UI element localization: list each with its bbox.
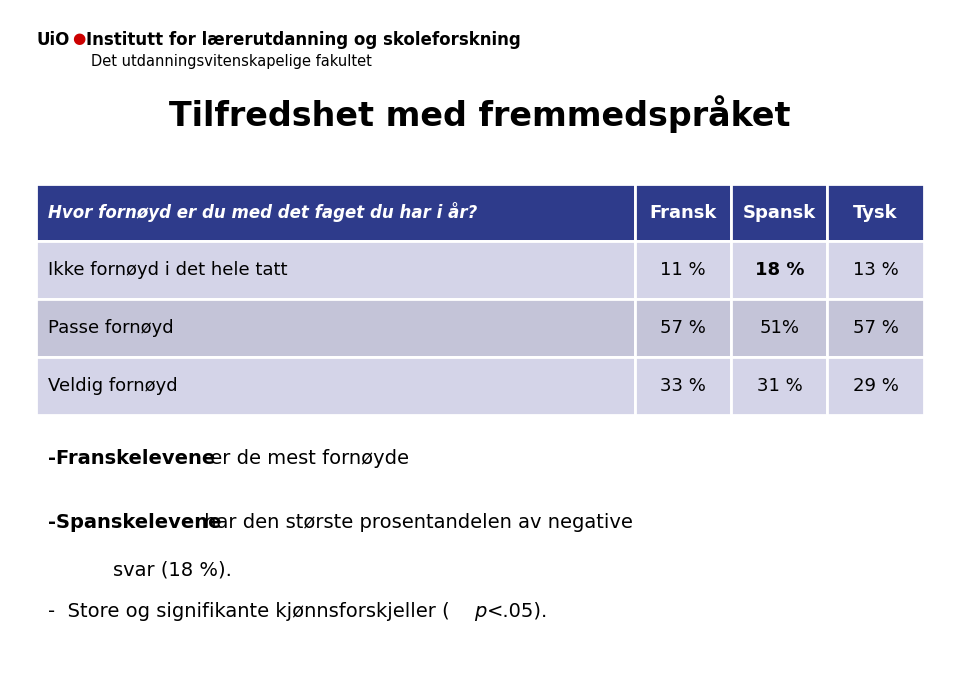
Text: svar (18 %).: svar (18 %). <box>113 561 232 580</box>
Text: 31 %: 31 % <box>756 377 803 395</box>
Text: 33 %: 33 % <box>660 377 707 395</box>
Bar <box>36 241 636 299</box>
Bar <box>36 184 636 241</box>
Text: er de mest fornøyde: er de mest fornøyde <box>204 449 410 468</box>
Text: Hvor fornøyd er du med det faget du har i år?: Hvor fornøyd er du med det faget du har … <box>48 203 477 222</box>
Bar <box>828 184 924 241</box>
Bar <box>732 241 828 299</box>
Text: Tysk: Tysk <box>853 203 898 222</box>
Text: <.05).: <.05). <box>487 602 548 621</box>
Text: 11 %: 11 % <box>660 261 707 279</box>
Bar <box>636 299 732 357</box>
Text: -  Store og signifikante kjønnsforskjeller (: - Store og signifikante kjønnsforskjelle… <box>48 602 449 621</box>
Text: Ikke fornøyd i det hele tatt: Ikke fornøyd i det hele tatt <box>48 261 287 279</box>
Bar <box>636 357 732 415</box>
Text: -Franskelevene: -Franskelevene <box>48 449 215 468</box>
Bar <box>636 184 732 241</box>
Text: Fransk: Fransk <box>650 203 717 222</box>
Text: 18 %: 18 % <box>755 261 804 279</box>
Text: 13 %: 13 % <box>852 261 899 279</box>
Bar <box>732 299 828 357</box>
Text: Spansk: Spansk <box>743 203 816 222</box>
Text: Institutt for lærerutdanning og skoleforskning: Institutt for lærerutdanning og skolefor… <box>86 31 521 48</box>
Text: Det utdanningsvitenskapelige fakultet: Det utdanningsvitenskapelige fakultet <box>91 54 372 69</box>
Text: ●: ● <box>72 31 85 46</box>
Bar <box>828 299 924 357</box>
Text: p: p <box>474 602 487 621</box>
Bar <box>828 241 924 299</box>
Text: 51%: 51% <box>759 319 800 337</box>
Text: Veldig fornøyd: Veldig fornøyd <box>48 377 178 395</box>
Bar <box>36 299 636 357</box>
Text: Tilfredshet med fremmedspråket: Tilfredshet med fremmedspråket <box>169 95 791 133</box>
Bar <box>732 184 828 241</box>
Text: 57 %: 57 % <box>660 319 707 337</box>
Bar <box>636 241 732 299</box>
Text: 29 %: 29 % <box>852 377 899 395</box>
Text: har den største prosentandelen av negative: har den største prosentandelen av negati… <box>198 513 633 532</box>
Text: 57 %: 57 % <box>852 319 899 337</box>
Bar <box>732 357 828 415</box>
Text: -Spanskelevene: -Spanskelevene <box>48 513 222 532</box>
Text: UiO: UiO <box>36 31 70 48</box>
Bar <box>828 357 924 415</box>
Bar <box>36 357 636 415</box>
Text: Passe fornøyd: Passe fornøyd <box>48 319 174 337</box>
